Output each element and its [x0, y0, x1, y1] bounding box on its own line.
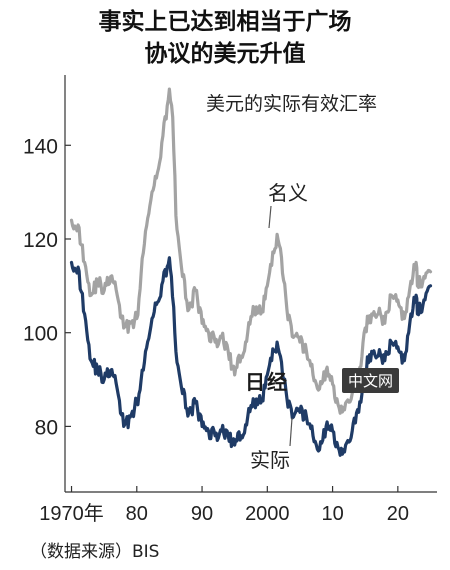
nominal-series-line: [69, 87, 433, 415]
x-tick-label: 20: [387, 503, 409, 525]
watermark-logo: 日经: [245, 370, 289, 394]
x-tick-label: 80: [126, 503, 148, 525]
real-series-label: 实际: [250, 448, 290, 472]
y-tick-label: 120: [23, 229, 58, 252]
watermark-badge: 中文网: [342, 368, 400, 393]
chart-title-line-1: 事实上已达到相当于广场: [98, 9, 352, 35]
y-tick-label: 140: [23, 135, 58, 158]
chart-title-line-2: 协议的美元升值: [144, 41, 306, 67]
chart-lines: [69, 87, 433, 457]
nominal-label-leader: [268, 205, 272, 229]
x-tick-label: 1970年: [39, 502, 104, 525]
x-tick-label: 90: [191, 503, 213, 525]
x-tick-label: 2000: [245, 503, 290, 525]
chart-subtitle: 美元的实际有效汇率: [206, 93, 377, 115]
nominal-series-label: 名义: [268, 181, 308, 205]
data-source-note: （数据来源）BIS: [30, 542, 160, 562]
y-tick-label: 100: [23, 323, 58, 346]
x-tick-label: 10: [321, 503, 343, 525]
y-tick-label: 80: [35, 416, 58, 439]
real-series-line: [69, 256, 433, 457]
real-label-leader: [289, 417, 293, 447]
chart-axes: 80 100 120 140 1970年 80 90 2000 10 20: [23, 75, 437, 525]
